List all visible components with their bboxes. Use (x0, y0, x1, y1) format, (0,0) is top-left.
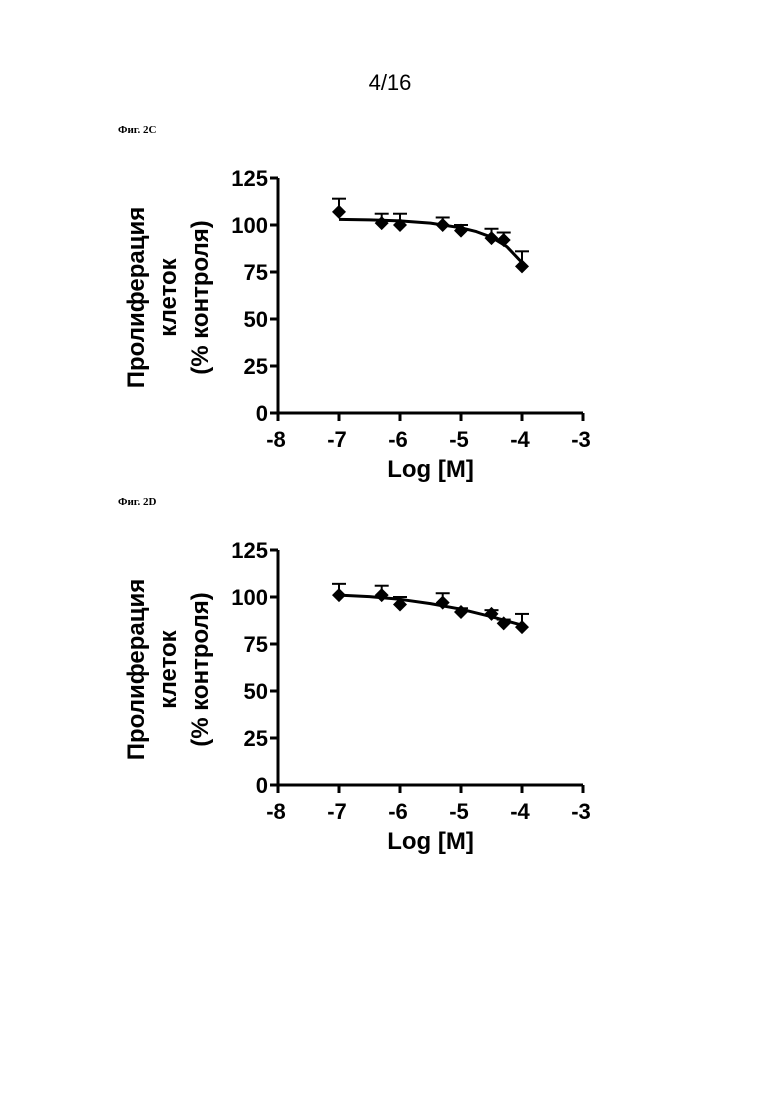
y-tick-label-0: 0 (256, 401, 268, 426)
data-point-1 (332, 205, 346, 219)
y-tick-label-75: 75 (244, 260, 268, 285)
y-axis-title: Пролиферацияклеток(% контроля) (123, 207, 214, 389)
data-point-8 (515, 259, 529, 273)
data-point-2 (375, 588, 389, 602)
y-axis-title-line-2: клеток (155, 257, 182, 336)
y-tick-label-0: 0 (256, 773, 268, 798)
y-tick-label-100: 100 (231, 213, 268, 238)
data-point-8 (515, 620, 529, 634)
data-point-1 (332, 588, 346, 602)
y-axis-title-line-1: Пролиферация (123, 207, 150, 389)
y-tick-label-25: 25 (244, 726, 268, 751)
x-tick-label--7: -7 (327, 799, 347, 824)
x-tick-label--4: -4 (510, 427, 530, 452)
x-axis-title: Log [M] (387, 456, 474, 483)
x-tick-label--3: -3 (571, 427, 591, 452)
y-tick-label-125: 125 (231, 166, 268, 191)
y-axis-title: Пролиферацияклеток(% контроля) (123, 579, 214, 761)
y-tick-label-100: 100 (231, 585, 268, 610)
y-tick-label-125: 125 (231, 538, 268, 563)
figure-label-2d: Фиг. 2D (118, 496, 156, 508)
y-tick-label-75: 75 (244, 632, 268, 657)
y-tick-label-50: 50 (244, 679, 268, 704)
figure-label-2c: Фиг. 2C (118, 124, 156, 136)
y-axis-title-line-1: Пролиферация (123, 579, 150, 761)
chart-fig-2c: 0 25 50 75 100 125 -8 -7 -6 -5 -4 -3 Log [M] Пролифер… (0, 150, 700, 490)
x-tick-label--6: -6 (388, 799, 408, 824)
data-point-7 (497, 233, 511, 247)
x-tick-label--4: -4 (510, 799, 530, 824)
x-tick-label--5: -5 (449, 427, 469, 452)
x-tick-label--5: -5 (449, 799, 469, 824)
x-tick-label--7: -7 (327, 427, 347, 452)
x-tick-label--8: -8 (266, 799, 286, 824)
x-tick-label--6: -6 (388, 427, 408, 452)
y-axis-title-line-2: клеток (155, 629, 182, 708)
page-number: 4/16 (0, 70, 780, 96)
x-axis-title: Log [M] (387, 828, 474, 855)
data-point-4 (436, 218, 450, 232)
y-axis-title-line-3: (% контроля) (187, 220, 214, 375)
y-axis-title-line-3: (% контроля) (187, 592, 214, 747)
x-tick-label--8: -8 (266, 427, 286, 452)
data-point-6 (485, 231, 499, 245)
chart-fig-2d: 0 25 50 75 100 125 -8 -7 -6 -5 -4 -3 Log [M] Пролифер… (0, 522, 700, 862)
x-tick-label--3: -3 (571, 799, 591, 824)
y-tick-label-25: 25 (244, 354, 268, 379)
y-tick-label-50: 50 (244, 307, 268, 332)
data-point-2 (375, 216, 389, 230)
